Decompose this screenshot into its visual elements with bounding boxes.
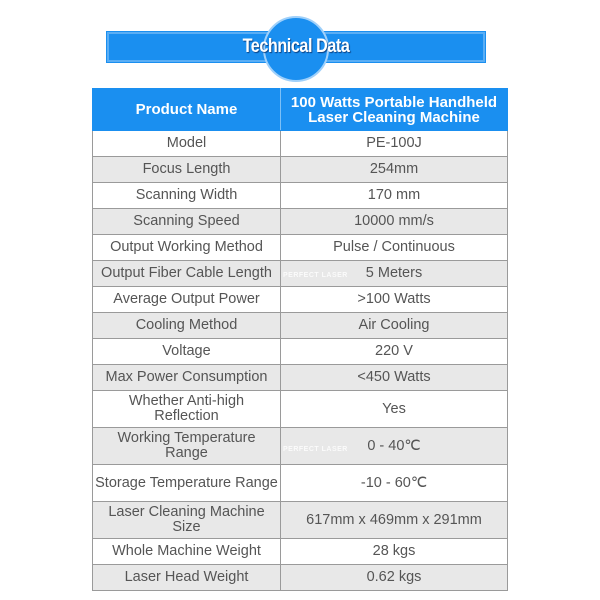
spec-value: 617mm x 469mm x 291mm <box>280 501 508 539</box>
table-row: Scanning Width 170 mm <box>92 182 508 209</box>
spec-key: Max Power Consumption <box>92 364 281 391</box>
spec-value: PE-100J <box>280 130 508 157</box>
spec-key: Laser Cleaning Machine Size <box>92 501 281 539</box>
spec-value: Pulse / Continuous <box>280 234 508 261</box>
spec-value: Air Cooling <box>280 312 508 339</box>
table-row: Focus Length 254mm <box>92 156 508 183</box>
table-row: Storage Temperature Range -10 - 60℃ <box>92 464 508 502</box>
spec-value: -10 - 60℃ <box>280 464 508 502</box>
spec-value: 254mm <box>280 156 508 183</box>
table-row: Average Output Power >100 Watts <box>92 286 508 313</box>
page-title: Technical Data <box>242 36 350 57</box>
spec-key: Voltage <box>92 338 281 365</box>
table-row: Output Working Method Pulse / Continuous <box>92 234 508 261</box>
spec-key: Whether Anti-high Reflection <box>92 390 281 428</box>
table-row: Cooling Method Air Cooling <box>92 312 508 339</box>
spec-value: 0.62 kgs <box>280 564 508 591</box>
watermark: PERFECT LASER <box>283 272 348 279</box>
title-circle-decoration <box>263 16 329 82</box>
spec-value: 10000 mm/s <box>280 208 508 235</box>
spec-value: 170 mm <box>280 182 508 209</box>
header-value: 100 Watts Portable Handheld Laser Cleani… <box>280 88 508 131</box>
table-row: Whole Machine Weight 28 kgs <box>92 538 508 565</box>
spec-value: 220 V <box>280 338 508 365</box>
spec-value: >100 Watts <box>280 286 508 313</box>
header-key: Product Name <box>92 88 281 131</box>
watermark: PERFECT LASER <box>283 446 348 453</box>
spec-key: Storage Temperature Range <box>92 464 281 502</box>
spec-key: Output Working Method <box>92 234 281 261</box>
table-row: Whether Anti-high Reflection Yes <box>92 390 508 428</box>
spec-key: Scanning Speed <box>92 208 281 235</box>
spec-key: Whole Machine Weight <box>92 538 281 565</box>
spec-value: 28 kgs <box>280 538 508 565</box>
table-row: Max Power Consumption <450 Watts <box>92 364 508 391</box>
spec-key: Model <box>92 130 281 157</box>
spec-value: <450 Watts <box>280 364 508 391</box>
spec-value: 0 - 40℃ <box>280 427 508 465</box>
spec-key: Average Output Power <box>92 286 281 313</box>
spec-key: Scanning Width <box>92 182 281 209</box>
spec-table: Product Name 100 Watts Portable Handheld… <box>92 88 508 591</box>
spec-key: Output Fiber Cable Length <box>92 260 281 287</box>
spec-key: Focus Length <box>92 156 281 183</box>
spec-value: Yes <box>280 390 508 428</box>
spec-key: Working Temperature Range <box>92 427 281 465</box>
table-row: Laser Head Weight 0.62 kgs <box>92 564 508 591</box>
table-row: Laser Cleaning Machine Size 617mm x 469mm… <box>92 501 508 539</box>
table-row: Model PE-100J <box>92 130 508 157</box>
spec-key: Laser Head Weight <box>92 564 281 591</box>
table-row: Scanning Speed 10000 mm/s <box>92 208 508 235</box>
spec-key: Cooling Method <box>92 312 281 339</box>
table-row: Voltage 220 V <box>92 338 508 365</box>
table-header-row: Product Name 100 Watts Portable Handheld… <box>92 88 508 131</box>
